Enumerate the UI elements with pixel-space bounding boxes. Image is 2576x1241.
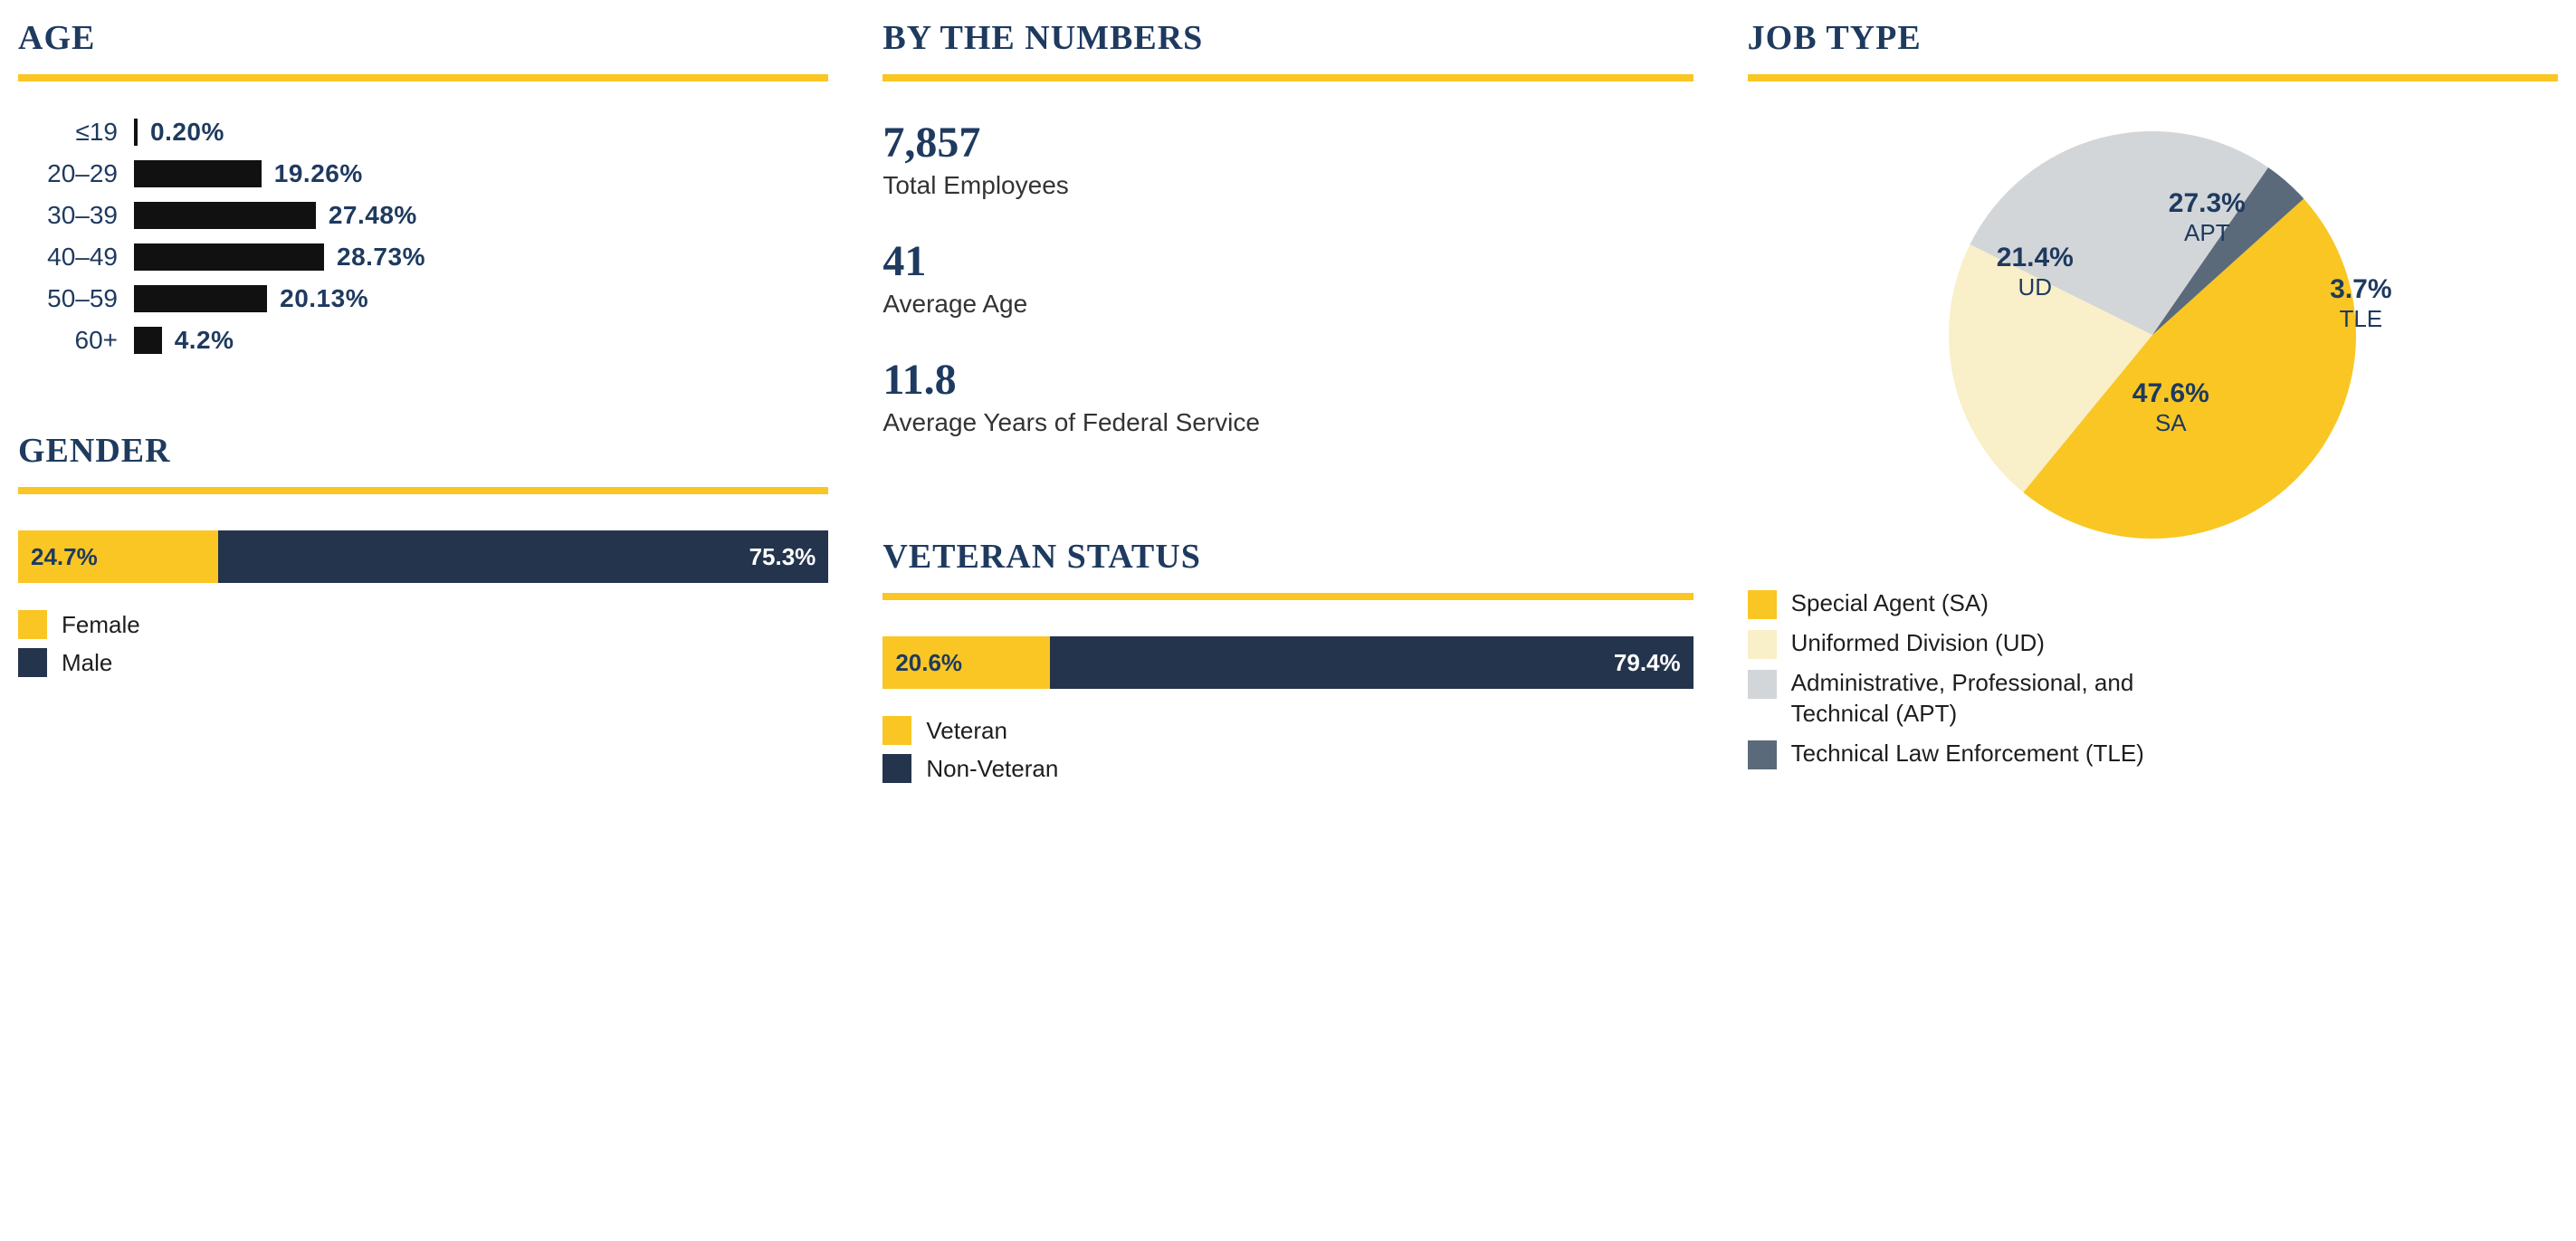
pie-slice-abbr: SA	[2132, 409, 2209, 436]
pie-slice-abbr: TLE	[2330, 305, 2391, 332]
jobtype-title: JOB TYPE	[1748, 18, 2558, 58]
age-row-label: 50–59	[18, 284, 118, 313]
veteran-divider	[883, 593, 1693, 600]
age-row-bar	[134, 243, 324, 271]
legend-swatch	[1748, 670, 1777, 699]
age-row-bar	[134, 119, 138, 146]
veteran-bar: 20.6% 79.4%	[883, 636, 1693, 689]
jobtype-pie: 47.6%SA21.4%UD27.3%APT3.7%TLE	[1935, 118, 2370, 552]
legend-label: Special Agent (SA)	[1791, 588, 1989, 619]
legend-swatch	[1748, 630, 1777, 659]
legend-swatch	[883, 716, 911, 745]
legend-item: Technical Law Enforcement (TLE)	[1748, 739, 2558, 769]
age-row-value: 20.13%	[280, 284, 368, 313]
age-row-bar	[134, 327, 162, 354]
pie-slice-label: 47.6%SA	[2132, 378, 2209, 436]
pie-slice-label: 27.3%APT	[2169, 188, 2246, 246]
pie-slice-label: 21.4%UD	[1997, 243, 2074, 301]
stat-block: 41 Average Age	[883, 236, 1693, 319]
stat-label: Average Age	[883, 290, 1693, 319]
gender-bar: 24.7% 75.3%	[18, 530, 828, 583]
stacked-segment: 24.7%	[18, 530, 218, 583]
stacked-segment-value: 20.6%	[895, 649, 962, 677]
pie-slice-abbr: APT	[2169, 219, 2246, 246]
age-row-label: 60+	[18, 326, 118, 355]
gender-title: GENDER	[18, 431, 828, 471]
stat-value: 11.8	[883, 355, 1693, 405]
stacked-segment: 79.4%	[1050, 636, 1693, 689]
age-row: 40–49 28.73%	[18, 243, 828, 272]
veteran-legend: Veteran Non-Veteran	[883, 716, 1693, 783]
legend-label: Male	[62, 649, 112, 677]
pie-slice-percent: 27.3%	[2169, 188, 2246, 220]
numbers-title: BY THE NUMBERS	[883, 18, 1693, 58]
age-chart: ≤19 0.20% 20–29 19.26% 30–39 27.48% 40–49 28.73…	[18, 118, 828, 368]
numbers-divider	[883, 74, 1693, 81]
stacked-segment: 20.6%	[883, 636, 1049, 689]
legend-item: Uniformed Division (UD)	[1748, 628, 2558, 659]
age-row-bar	[134, 160, 262, 187]
gender-legend: Female Male	[18, 610, 828, 677]
stat-block: 7,857 Total Employees	[883, 118, 1693, 200]
stat-label: Total Employees	[883, 171, 1693, 200]
age-row-label: 20–29	[18, 159, 118, 188]
stat-block: 11.8 Average Years of Federal Service	[883, 355, 1693, 437]
numbers-stats: 7,857 Total Employees 41 Average Age 11.8 Ave…	[883, 118, 1693, 473]
jobtype-divider	[1748, 74, 2558, 81]
pie-slice-label: 3.7%TLE	[2330, 274, 2391, 332]
age-row-value: 19.26%	[274, 159, 363, 188]
stat-value: 7,857	[883, 118, 1693, 167]
stat-value: 41	[883, 236, 1693, 286]
age-row-value: 0.20%	[150, 118, 224, 147]
age-row: 20–29 19.26%	[18, 159, 828, 188]
stacked-segment-value: 24.7%	[31, 543, 98, 571]
age-row-value: 28.73%	[337, 243, 425, 272]
legend-swatch	[1748, 740, 1777, 769]
age-row: ≤19 0.20%	[18, 118, 828, 147]
gender-divider	[18, 487, 828, 494]
pie-slice-percent: 21.4%	[1997, 243, 2074, 274]
age-row-value: 27.48%	[329, 201, 417, 230]
legend-item: Male	[18, 648, 828, 677]
age-row-label: 40–49	[18, 243, 118, 272]
age-row-bar	[134, 202, 316, 229]
age-row: 60+ 4.2%	[18, 326, 828, 355]
stacked-segment-value: 79.4%	[1614, 649, 1681, 677]
jobtype-legend: Special Agent (SA) Uniformed Division (UD…	[1748, 588, 2558, 778]
age-row-bar	[134, 285, 267, 312]
legend-label: Uniformed Division (UD)	[1791, 628, 2045, 659]
age-title: AGE	[18, 18, 828, 58]
legend-swatch	[18, 648, 47, 677]
legend-item: Veteran	[883, 716, 1693, 745]
age-row: 30–39 27.48%	[18, 201, 828, 230]
age-row-value: 4.2%	[175, 326, 234, 355]
legend-label: Veteran	[926, 717, 1007, 745]
stat-label: Average Years of Federal Service	[883, 408, 1693, 437]
legend-swatch	[883, 754, 911, 783]
legend-item: Female	[18, 610, 828, 639]
age-row-label: 30–39	[18, 201, 118, 230]
legend-label: Non-Veteran	[926, 755, 1058, 783]
legend-label: Technical Law Enforcement (TLE)	[1791, 739, 2144, 769]
pie-slice-abbr: UD	[1997, 273, 2074, 301]
legend-item: Special Agent (SA)	[1748, 588, 2558, 619]
stacked-segment-value: 75.3%	[749, 543, 816, 571]
legend-swatch	[1748, 590, 1777, 619]
pie-slice-percent: 47.6%	[2132, 378, 2209, 410]
legend-label: Female	[62, 611, 140, 639]
stacked-segment: 75.3%	[218, 530, 828, 583]
pie-slice-percent: 3.7%	[2330, 274, 2391, 306]
legend-swatch	[18, 610, 47, 639]
age-divider	[18, 74, 828, 81]
age-row: 50–59 20.13%	[18, 284, 828, 313]
veteran-title: VETERAN STATUS	[883, 537, 1693, 577]
legend-item: Administrative, Professional, and Techni…	[1748, 668, 2558, 730]
legend-label: Administrative, Professional, and Techni…	[1791, 668, 2171, 730]
age-row-label: ≤19	[18, 118, 118, 147]
legend-item: Non-Veteran	[883, 754, 1693, 783]
